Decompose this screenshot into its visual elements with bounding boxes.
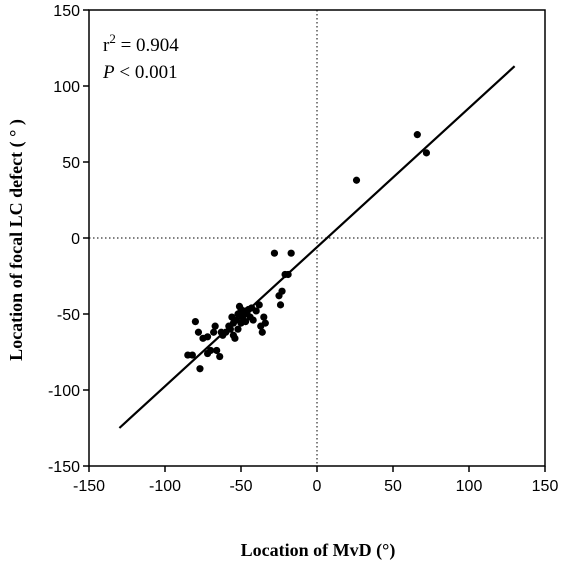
r-squared-value: = 0.904 [116,35,179,56]
x-tick-label: 50 [384,478,402,495]
data-point [258,328,266,336]
x-tick-label: -100 [149,478,181,495]
tick-marks [83,9,546,472]
tick-labels: -150 -100 -50 0 50 100 150 -150 -100 -50 0 50 100 150 [48,3,558,495]
y-tick-label: -150 [48,459,80,476]
x-tick-label: -50 [229,478,252,495]
data-point [231,334,239,342]
p-value-annotation: P < 0.001 [102,62,178,83]
regression-line-group [118,65,516,429]
x-tick-label: 150 [532,478,559,495]
data-point [252,307,260,315]
y-axis-title: Location of focal LC defect ( ° ) [6,119,27,361]
x-axis-title: Location of MvD (°) [241,540,396,561]
data-point [276,301,285,309]
data-point [203,333,212,341]
p-value-text: < 0.001 [115,62,178,83]
y-tick-label: 0 [71,231,80,248]
y-tick-label: 50 [62,155,80,172]
data-point [191,318,199,326]
data-point [194,328,203,336]
data-point [261,319,269,327]
r-squared-annotation: r2 = 0.904 [103,31,179,56]
regression-line [118,65,516,429]
y-tick-label: -50 [57,307,80,324]
data-point [188,351,196,359]
data-point [213,346,221,355]
data-point [270,249,279,257]
data-point [196,365,204,373]
reference-lines [89,10,545,466]
y-tick-label: -100 [48,383,80,400]
x-tick-label: 100 [456,478,483,495]
y-tick-label: 100 [53,79,80,96]
data-point [287,249,295,257]
data-point [352,176,361,184]
r-squared-superscript: 2 [109,31,116,46]
r-squared-r: r [103,35,110,56]
data-point [249,316,257,324]
data-point [241,318,250,326]
data-point [234,325,242,333]
x-tick-label: 0 [313,478,322,495]
y-tick-label: 150 [53,3,80,20]
p-value-symbol: P [102,62,115,83]
data-point [413,131,421,139]
x-tick-label: -150 [73,478,105,495]
data-point [211,322,219,330]
data-point [278,287,286,295]
data-point [210,328,218,336]
data-point [422,149,431,157]
data-point [260,313,268,321]
data-point [216,352,224,361]
data-point [207,346,215,355]
